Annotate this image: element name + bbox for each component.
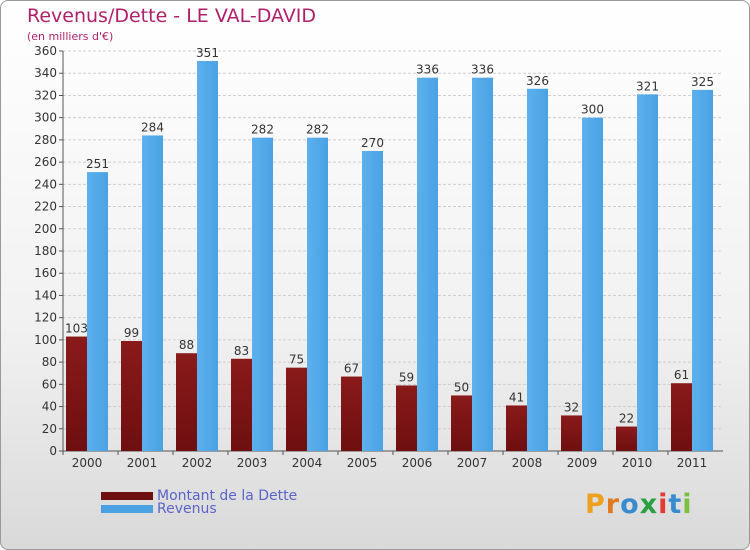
data-label-revenue: 282 (251, 123, 274, 137)
logo-letter: t (668, 489, 683, 520)
legend-swatch-debt (101, 492, 153, 500)
y-tick-label: 0 (49, 444, 57, 458)
legend-label-debt: Montant de la Dette (157, 488, 298, 504)
data-label-revenue: 325 (691, 75, 714, 89)
x-tick-label: 2004 (292, 456, 323, 470)
y-tick-label: 280 (34, 133, 57, 147)
data-label-debt: 67 (344, 362, 359, 376)
bar-revenue (472, 77, 493, 452)
x-tick-label: 2006 (402, 456, 433, 470)
data-label-revenue: 282 (306, 123, 329, 137)
data-label-debt: 22 (619, 412, 634, 426)
x-tick-label: 2009 (567, 456, 598, 470)
data-label-revenue: 300 (581, 103, 604, 117)
data-label-debt: 59 (399, 370, 414, 384)
bar-debt (671, 383, 692, 451)
y-tick-label: 120 (34, 311, 57, 325)
y-tick-label: 200 (34, 222, 57, 236)
bar-revenue (692, 89, 713, 451)
data-label-revenue: 351 (196, 46, 219, 60)
data-label-debt: 32 (564, 400, 579, 414)
y-tick-label: 320 (34, 88, 57, 102)
y-tick-label: 100 (34, 333, 57, 347)
logo-letter: o (620, 489, 640, 520)
y-tick-label: 20 (42, 422, 57, 436)
chart-unit-subtitle: (en milliers d'€) (27, 30, 114, 43)
logo-letter: i (658, 489, 669, 520)
bar-revenue (637, 94, 658, 451)
data-label-revenue: 321 (636, 79, 659, 93)
data-label-revenue: 284 (141, 120, 164, 134)
x-tick-label: 2007 (457, 456, 488, 470)
bar-debt (561, 415, 582, 451)
y-tick-label: 360 (34, 44, 57, 58)
y-tick-label: 80 (42, 355, 57, 369)
bar-revenue (527, 88, 548, 452)
data-label-debt: 99 (124, 326, 139, 340)
data-label-debt: 75 (289, 353, 304, 367)
bar-debt (176, 353, 197, 451)
data-label-debt: 41 (509, 390, 524, 404)
y-tick-label: 260 (34, 155, 57, 169)
bar-debt (506, 405, 527, 451)
bar-debt (616, 426, 637, 451)
bar-revenue (362, 151, 383, 451)
bar-debt (341, 376, 362, 451)
y-tick-label: 180 (34, 244, 57, 258)
data-label-revenue: 270 (361, 136, 384, 150)
logo-letter: r (605, 489, 621, 520)
bar-revenue (417, 77, 438, 452)
bar-debt (231, 358, 252, 451)
logo-letter: x (639, 489, 659, 520)
data-label-revenue: 336 (471, 63, 494, 77)
bar-debt (396, 385, 417, 451)
y-tick-label: 40 (42, 400, 57, 414)
x-tick-label: 2002 (182, 456, 213, 470)
y-tick-label: 160 (34, 266, 57, 280)
x-tick-label: 2001 (127, 456, 158, 470)
data-label-debt: 83 (234, 344, 249, 358)
y-tick-label: 340 (34, 66, 57, 80)
legend-item-debt: Montant de la Dette (101, 488, 297, 504)
bar-revenue (252, 137, 273, 451)
y-tick-label: 300 (34, 111, 57, 125)
x-tick-label: 2010 (622, 456, 653, 470)
x-tick-label: 2008 (512, 456, 543, 470)
y-tick-label: 140 (34, 288, 57, 302)
data-label-debt: 88 (179, 338, 194, 352)
data-label-debt: 61 (674, 368, 689, 382)
bar-debt (121, 341, 142, 451)
chart-title: Revenus/Dette - LE VAL-DAVID (27, 5, 317, 27)
data-label-debt: 103 (65, 322, 88, 336)
y-tick-label: 220 (34, 200, 57, 214)
x-tick-label: 2011 (677, 456, 708, 470)
bar-revenue (307, 137, 328, 451)
legend-swatch-revenue (101, 505, 153, 513)
y-tick-label: 240 (34, 177, 57, 191)
proxiti-logo: Proxiti (585, 489, 693, 520)
data-label-revenue: 336 (416, 63, 439, 77)
logo-letter: i (682, 489, 693, 520)
legend-item-revenue: Revenus (101, 501, 217, 517)
data-label-revenue: 251 (86, 157, 109, 171)
x-tick-label: 2005 (347, 456, 378, 470)
legend-label-revenue: Revenus (157, 501, 217, 517)
data-label-revenue: 326 (526, 74, 549, 88)
bar-revenue (142, 135, 163, 451)
bar-revenue (197, 61, 218, 451)
bar-revenue (87, 172, 108, 451)
x-tick-label: 2000 (72, 456, 103, 470)
logo-letter: P (585, 489, 606, 520)
y-tick-label: 60 (42, 377, 57, 391)
bar-debt (451, 395, 472, 451)
bar-debt (66, 336, 87, 451)
x-tick-label: 2003 (237, 456, 268, 470)
bar-debt (286, 367, 307, 451)
bar-revenue (582, 117, 603, 452)
data-label-debt: 50 (454, 380, 469, 394)
